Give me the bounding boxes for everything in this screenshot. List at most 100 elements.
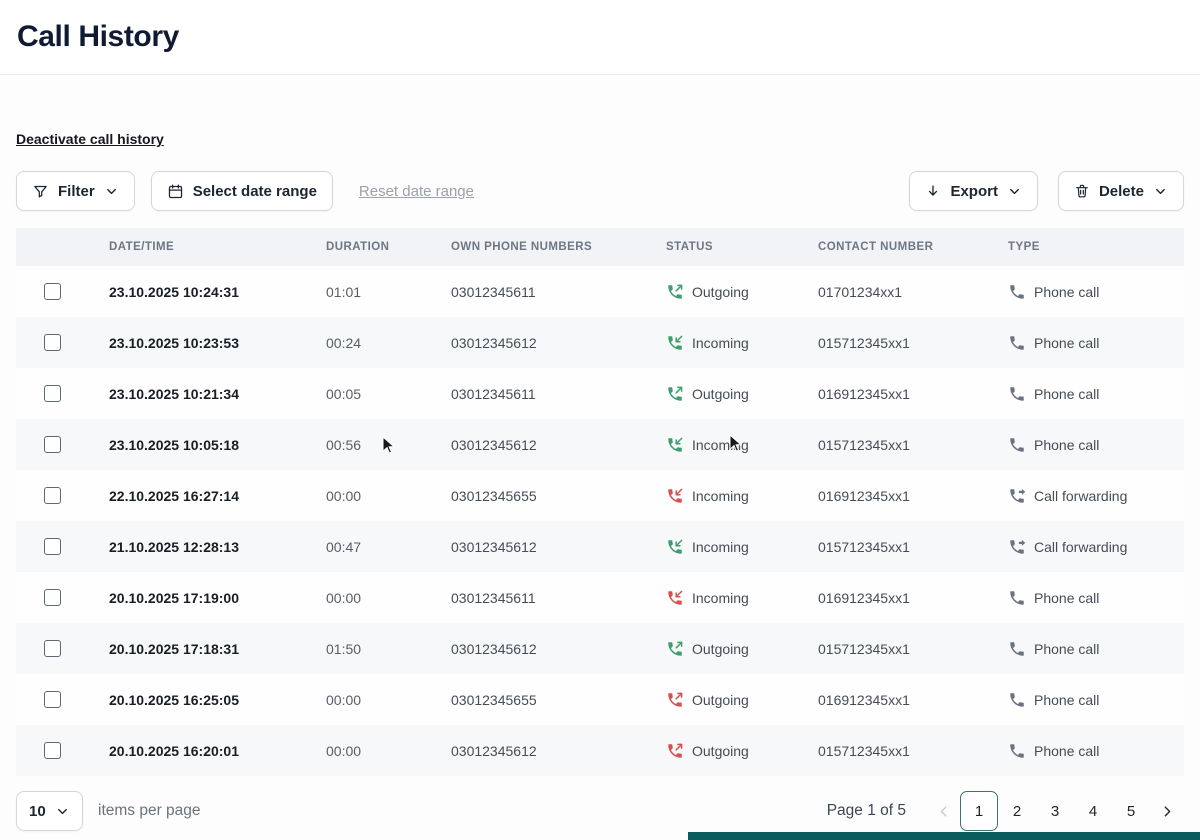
type-label: Phone call: [1034, 589, 1100, 606]
cell-status: Outgoing: [666, 266, 818, 317]
bottom-accent-bar: [688, 832, 1200, 840]
col-status: STATUS: [666, 228, 818, 266]
download-arrow-icon: [925, 183, 941, 199]
outgoing-call-icon: [666, 640, 684, 658]
chevron-down-icon: [1007, 184, 1022, 199]
cell-type: Phone call: [1008, 266, 1184, 317]
table-header: DATE/TIME DURATION OWN PHONE NUMBERS STA…: [16, 228, 1184, 266]
deactivate-call-history-link[interactable]: Deactivate call history: [16, 131, 164, 147]
incoming-call-icon: [666, 487, 684, 505]
row-checkbox[interactable]: [44, 538, 61, 556]
filter-button[interactable]: Filter: [16, 171, 135, 211]
call-forwarding-icon: [1008, 487, 1026, 505]
page-button-2[interactable]: 2: [998, 791, 1036, 831]
status-label: Incoming: [692, 589, 749, 606]
row-checkbox[interactable]: [44, 487, 61, 505]
cell-type: Phone call: [1008, 317, 1184, 368]
toolbar-right: Export Delete: [909, 171, 1184, 211]
chevron-down-icon: [55, 804, 70, 819]
cell-contact-number: 015712345xx1: [818, 436, 910, 453]
cell-type: Phone call: [1008, 572, 1184, 623]
cell-own-number: 03012345612: [451, 334, 537, 351]
call-history-table: DATE/TIME DURATION OWN PHONE NUMBERS STA…: [16, 228, 1184, 776]
col-duration: DURATION: [326, 228, 451, 266]
phone-call-icon: [1008, 742, 1026, 760]
select-all-header: [16, 228, 109, 266]
items-per-page-label: items per page: [98, 802, 201, 819]
row-checkbox[interactable]: [44, 640, 61, 658]
cell-own-number: 03012345612: [451, 538, 537, 555]
incoming-call-icon: [666, 334, 684, 352]
cell-status: Outgoing: [666, 674, 818, 725]
table-row: 20.10.2025 16:25:05 00:00 03012345655 Outgo…: [16, 674, 1184, 725]
status-label: Outgoing: [692, 742, 749, 759]
cell-duration: 00:00: [326, 691, 362, 708]
status-label: Outgoing: [692, 283, 749, 300]
phone-call-icon: [1008, 640, 1026, 658]
reset-date-range-link[interactable]: Reset date range: [358, 182, 474, 200]
row-checkbox[interactable]: [44, 742, 61, 760]
main-content: Deactivate call history Filter Select da…: [0, 75, 1200, 831]
cell-own-number: 03012345612: [451, 640, 537, 657]
cell-contact-number: 016912345xx1: [818, 487, 910, 504]
cell-type: Phone call: [1008, 674, 1184, 725]
chevron-down-icon: [1153, 184, 1168, 199]
status-label: Incoming: [692, 436, 749, 453]
page-header: Call History: [0, 0, 1200, 75]
cell-duration: 00:00: [326, 742, 362, 759]
select-date-range-button[interactable]: Select date range: [150, 171, 333, 211]
export-button[interactable]: Export: [909, 171, 1038, 211]
cell-status: Outgoing: [666, 368, 818, 419]
page-button-3[interactable]: 3: [1036, 791, 1074, 831]
row-checkbox[interactable]: [44, 334, 61, 352]
type-label: Call forwarding: [1034, 538, 1128, 555]
prev-page-button[interactable]: [926, 792, 960, 830]
page-button-1[interactable]: 1: [960, 791, 998, 831]
cell-datetime: 23.10.2025 10:23:53: [109, 334, 239, 351]
status-label: Outgoing: [692, 385, 749, 402]
cell-duration: 00:24: [326, 334, 362, 351]
page-button-4[interactable]: 4: [1074, 791, 1112, 831]
cell-datetime: 22.10.2025 16:27:14: [109, 487, 239, 504]
status-label: Incoming: [692, 334, 749, 351]
status-label: Incoming: [692, 538, 749, 555]
table-row: 21.10.2025 12:28:13 00:47 03012345612 Incom…: [16, 521, 1184, 572]
cell-own-number: 03012345612: [451, 436, 537, 453]
phone-call-icon: [1008, 436, 1026, 454]
cell-duration: 01:50: [326, 640, 362, 657]
table-row: 20.10.2025 17:19:00 00:00 03012345611 Incom…: [16, 572, 1184, 623]
page-button-5[interactable]: 5: [1112, 791, 1150, 831]
cell-status: Incoming: [666, 521, 818, 572]
funnel-icon: [32, 183, 49, 200]
cell-datetime: 20.10.2025 17:18:31: [109, 640, 239, 657]
cell-contact-number: 016912345xx1: [818, 691, 910, 708]
col-own-phone-numbers: OWN PHONE NUMBERS: [451, 228, 666, 266]
cell-datetime: 20.10.2025 16:25:05: [109, 691, 239, 708]
cell-status: Incoming: [666, 572, 818, 623]
trash-icon: [1074, 183, 1090, 199]
row-checkbox[interactable]: [44, 436, 61, 454]
next-page-button[interactable]: [1150, 792, 1184, 830]
cell-status: Incoming: [666, 470, 818, 521]
cell-duration: 00:00: [326, 487, 362, 504]
table-row: 20.10.2025 17:18:31 01:50 03012345612 Outgo…: [16, 623, 1184, 674]
items-per-page-select[interactable]: 10: [16, 791, 83, 831]
cell-status: Outgoing: [666, 725, 818, 776]
phone-call-icon: [1008, 385, 1026, 403]
cell-type: Phone call: [1008, 725, 1184, 776]
row-checkbox[interactable]: [44, 283, 61, 301]
cell-contact-number: 015712345xx1: [818, 334, 910, 351]
chevron-down-icon: [104, 184, 119, 199]
cell-type: Phone call: [1008, 623, 1184, 674]
table-row: 20.10.2025 16:20:01 00:00 03012345612 Outgo…: [16, 725, 1184, 776]
row-checkbox[interactable]: [44, 589, 61, 607]
cell-duration: 00:56: [326, 436, 362, 453]
delete-button[interactable]: Delete: [1057, 171, 1184, 211]
table-row: 23.10.2025 10:05:18 00:56 03012345612 Incom…: [16, 419, 1184, 470]
calendar-icon: [167, 183, 184, 200]
cell-datetime: 23.10.2025 10:21:34: [109, 385, 239, 402]
row-checkbox[interactable]: [44, 385, 61, 403]
cell-duration: 00:47: [326, 538, 362, 555]
cell-contact-number: 015712345xx1: [818, 640, 910, 657]
row-checkbox[interactable]: [44, 691, 61, 709]
